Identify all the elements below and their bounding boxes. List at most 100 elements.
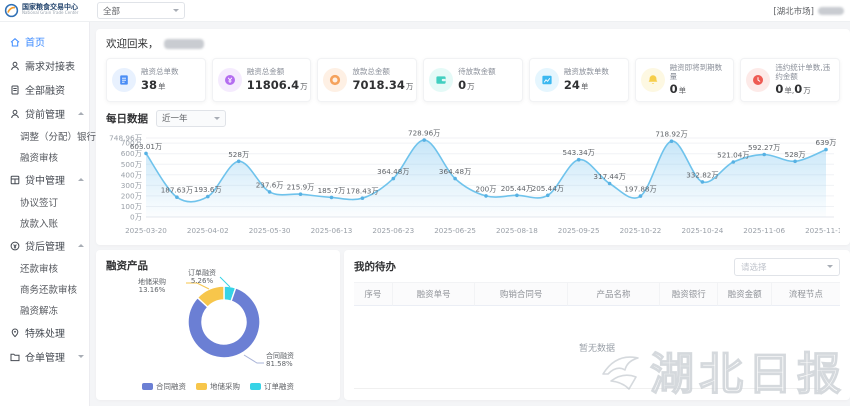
sidebar-item-4[interactable]: 贷中管理 xyxy=(0,168,89,191)
stat-unit: 万 xyxy=(467,81,475,91)
legend-item-1[interactable]: 地储采购 xyxy=(196,381,240,392)
todo-table-header-cell-6[interactable]: 流程节点 xyxy=(771,283,840,306)
money-icon xyxy=(10,241,20,250)
sidebar-subitem-3-0[interactable]: 调整（分配）银行 xyxy=(20,131,97,143)
todo-table-header-cell-3[interactable]: 产品名称 xyxy=(567,283,661,306)
svg-text:215.9万: 215.9万 xyxy=(287,183,315,192)
chevron-down-icon xyxy=(827,265,833,268)
stat-info: 融资放款单数 24单 xyxy=(564,68,609,92)
todo-table-header-cell-5[interactable]: 融资金额 xyxy=(718,283,772,306)
sidebar-subitem-5-1[interactable]: 商务还款审核 xyxy=(20,284,78,296)
svg-text:205.44万: 205.44万 xyxy=(532,184,564,193)
svg-text:178.43万: 178.43万 xyxy=(346,187,378,196)
user-icon xyxy=(11,109,19,118)
grain-center-logo-icon xyxy=(4,3,19,18)
brand-title: 国家粮食交易中心 xyxy=(22,3,78,12)
svg-text:2025-05-30: 2025-05-30 xyxy=(249,226,291,235)
svg-text:237.6万: 237.6万 xyxy=(256,180,284,189)
caret-down-icon xyxy=(78,355,84,358)
todo-table-header-cell-1[interactable]: 融资单号 xyxy=(392,283,476,306)
todo-table-header-cell-0[interactable]: 序号 xyxy=(354,283,393,306)
chart-icon xyxy=(542,75,552,85)
org-filter-select[interactable]: 全部 xyxy=(97,2,185,19)
svg-text:2025-11-18: 2025-11-18 xyxy=(805,226,840,235)
stat-label: 待放款金额 xyxy=(458,67,496,77)
sidebar-item-3[interactable]: 贷前管理 xyxy=(0,102,89,125)
svg-text:193.6万: 193.6万 xyxy=(194,185,222,194)
home-icon xyxy=(10,37,20,46)
svg-text:2025-06-23: 2025-06-23 xyxy=(372,226,414,235)
sidebar-subitem-4-1[interactable]: 放款入账 xyxy=(20,218,59,230)
clock-icon xyxy=(746,68,771,92)
date-range-value: 近一年 xyxy=(162,114,188,124)
overview-panel: 欢迎回来， 融资总单数 38单 融资总金额 11806.4万 放款总金额 7018.34万… xyxy=(96,29,850,245)
brand-subtitle: National Grain Trade Center xyxy=(22,11,79,16)
svg-text:2025-06-13: 2025-06-13 xyxy=(311,226,353,235)
sidebar-item-label: 仓单管理 xyxy=(25,353,65,364)
coin-icon xyxy=(224,75,235,85)
ring-icon xyxy=(330,74,341,86)
sidebar-subitem-5-2[interactable]: 融资解冻 xyxy=(20,305,59,317)
market-label: [湖北市场] xyxy=(773,6,814,17)
todo-filter-select[interactable]: 请选择 xyxy=(734,257,840,276)
sidebar-subitem-5-0[interactable]: 还款审核 xyxy=(20,263,59,275)
stat-label: 融资总单数 xyxy=(141,67,179,77)
stat-unit: 单 xyxy=(580,81,589,91)
svg-text:2025-08-18: 2025-08-18 xyxy=(496,226,538,235)
sidebar-item-label: 贷前管理 xyxy=(25,110,65,121)
svg-text:718.92万: 718.92万 xyxy=(655,130,687,139)
legend-label: 合同融资 xyxy=(156,382,186,391)
svg-text:0万: 0万 xyxy=(130,213,142,222)
coin-icon xyxy=(217,68,242,92)
svg-text:748.96万: 748.96万 xyxy=(109,134,142,143)
caret-up-icon xyxy=(78,112,84,115)
pie-label-order-financing: 订单融资 5.26% xyxy=(188,269,216,286)
legend-item-0[interactable]: 合同融资 xyxy=(142,381,186,392)
svg-text:700万: 700万 xyxy=(121,139,142,148)
svg-text:2025-03-20: 2025-03-20 xyxy=(125,226,167,235)
daily-line-chart: 0万100万200万300万400万500万600万700万748.96万603… xyxy=(109,129,847,235)
grid-icon xyxy=(10,175,20,184)
svg-text:500万: 500万 xyxy=(121,160,142,169)
svg-text:728.96万: 728.96万 xyxy=(408,129,440,138)
pie-legend: 合同融资 地储采购 订单融资 xyxy=(106,380,330,393)
redacted-username[interactable] xyxy=(818,6,844,15)
financing-products-card: 融资产品 订单融资 5.26% 地储采购 13.16% 合同融资 81.58% … xyxy=(96,250,340,400)
stat-cards-row: 融资总单数 38单 融资总金额 11806.4万 放款总金额 7018.34万 待放款金额 0… xyxy=(106,58,841,102)
products-title: 融资产品 xyxy=(106,260,148,272)
svg-text:200万: 200万 xyxy=(476,184,497,193)
bell-icon xyxy=(640,68,665,92)
brand-logo-area[interactable]: 国家粮食交易中心 National Grain Trade Center xyxy=(0,3,92,18)
sidebar-item-5[interactable]: 贷后管理 xyxy=(0,234,89,257)
sidebar-subitem-4-0[interactable]: 协议签订 xyxy=(20,197,59,209)
sidebar-item-1[interactable]: 需求对接表 xyxy=(0,54,89,77)
sidebar-item-6[interactable]: 特殊处理 xyxy=(0,321,89,344)
svg-text:185.7万: 185.7万 xyxy=(318,186,346,195)
svg-text:639万: 639万 xyxy=(816,138,837,147)
org-filter-value: 全部 xyxy=(103,6,121,17)
todo-filter-placeholder: 请选择 xyxy=(741,262,767,273)
wallet-icon xyxy=(429,68,454,92)
stat-info: 待放款金额 0万 xyxy=(458,68,496,92)
stat-unit: 万 xyxy=(405,81,414,91)
chevron-down-icon xyxy=(173,9,179,12)
svg-text:2025-04-02: 2025-04-02 xyxy=(187,226,229,235)
todo-table-header-cell-4[interactable]: 融资银行 xyxy=(660,283,719,306)
todo-table-header-cell-2[interactable]: 购销合同号 xyxy=(475,283,568,306)
sidebar-item-label: 需求对接表 xyxy=(25,62,75,73)
svg-text:187.63万: 187.63万 xyxy=(161,186,193,195)
sidebar-item-7[interactable]: 仓单管理 xyxy=(0,345,89,368)
sidebar-item-0[interactable]: 首页 xyxy=(0,30,89,53)
svg-text:200万: 200万 xyxy=(121,191,142,200)
sidebar-item-2[interactable]: 全部融资 xyxy=(0,78,89,101)
sidebar-nav: 首页需求对接表全部融资贷前管理调整（分配）银行 融资审核贷中管理协议签订放款入账贷… xyxy=(0,22,97,406)
stat-card-2: 放款总金额 7018.34万 xyxy=(317,58,418,102)
sidebar-subitem-3-1[interactable]: 融资审核 xyxy=(20,152,59,164)
sidebar-item-label: 全部融资 xyxy=(25,86,65,97)
date-range-select[interactable]: 近一年 xyxy=(156,109,226,127)
legend-item-2[interactable]: 订单融资 xyxy=(250,381,294,392)
legend-swatch xyxy=(250,383,261,390)
stat-value-number: 38 xyxy=(141,77,158,92)
stat-label: 融资总金额 xyxy=(246,67,285,77)
legend-swatch xyxy=(196,383,207,390)
